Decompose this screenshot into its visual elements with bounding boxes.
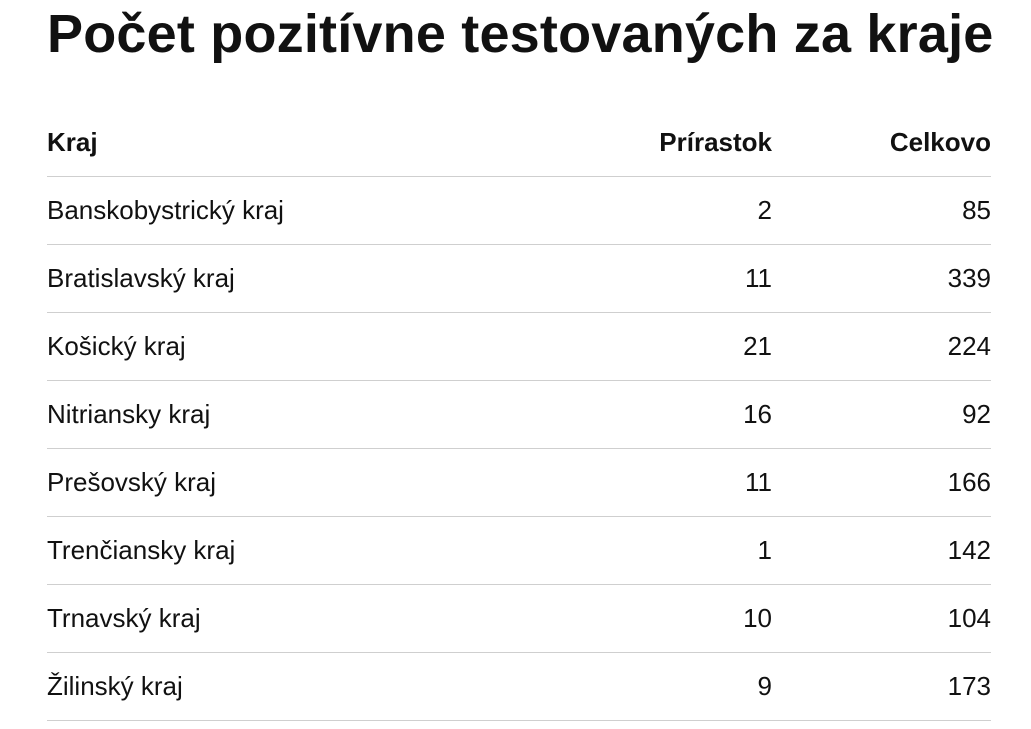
table-row: Trenčiansky kraj 1 142: [47, 516, 991, 585]
page-title: Počet pozitívne testovaných za kraje: [47, 4, 994, 64]
cell-kraj: Košický kraj: [47, 312, 527, 381]
cell-prirastok: 10: [527, 584, 772, 653]
header-prirastok: Prírastok: [527, 108, 772, 177]
cell-kraj: Žilinský kraj: [47, 652, 527, 721]
cell-prirastok: 2: [527, 176, 772, 245]
table-row: Nitriansky kraj 16 92: [47, 380, 991, 449]
header-kraj: Kraj: [47, 108, 527, 177]
cell-kraj: Banskobystrický kraj: [47, 176, 527, 245]
cell-celkovo: 92: [772, 380, 991, 449]
cell-celkovo: 224: [772, 312, 991, 381]
cell-celkovo: 104: [772, 584, 991, 653]
cell-kraj: Trnavský kraj: [47, 584, 527, 653]
cell-prirastok: 9: [527, 652, 772, 721]
cell-celkovo: 173: [772, 652, 991, 721]
cell-kraj: Nitriansky kraj: [47, 380, 527, 449]
cell-prirastok: 11: [527, 244, 772, 313]
table-row: Trnavský kraj 10 104: [47, 584, 991, 653]
header-row: Kraj Prírastok Celkovo: [47, 108, 991, 177]
table-body: Banskobystrický kraj 2 85 Bratislavský k…: [47, 176, 991, 721]
table-row: Prešovský kraj 11 166: [47, 448, 991, 517]
header-celkovo: Celkovo: [772, 108, 991, 177]
positive-tests-table: Kraj Prírastok Celkovo Banskobystrický k…: [47, 108, 991, 721]
table-row: Košický kraj 21 224: [47, 312, 991, 381]
cell-celkovo: 142: [772, 516, 991, 585]
cell-kraj: Prešovský kraj: [47, 448, 527, 517]
cell-celkovo: 166: [772, 448, 991, 517]
cell-kraj: Bratislavský kraj: [47, 244, 527, 313]
cell-prirastok: 1: [527, 516, 772, 585]
cell-prirastok: 11: [527, 448, 772, 517]
table-header: Kraj Prírastok Celkovo: [47, 108, 991, 177]
cell-celkovo: 85: [772, 176, 991, 245]
table-row: Bratislavský kraj 11 339: [47, 244, 991, 313]
cell-prirastok: 16: [527, 380, 772, 449]
table-row: Žilinský kraj 9 173: [47, 652, 991, 721]
cell-kraj: Trenčiansky kraj: [47, 516, 527, 585]
table-row: Banskobystrický kraj 2 85: [47, 176, 991, 245]
cell-celkovo: 339: [772, 244, 991, 313]
cell-prirastok: 21: [527, 312, 772, 381]
